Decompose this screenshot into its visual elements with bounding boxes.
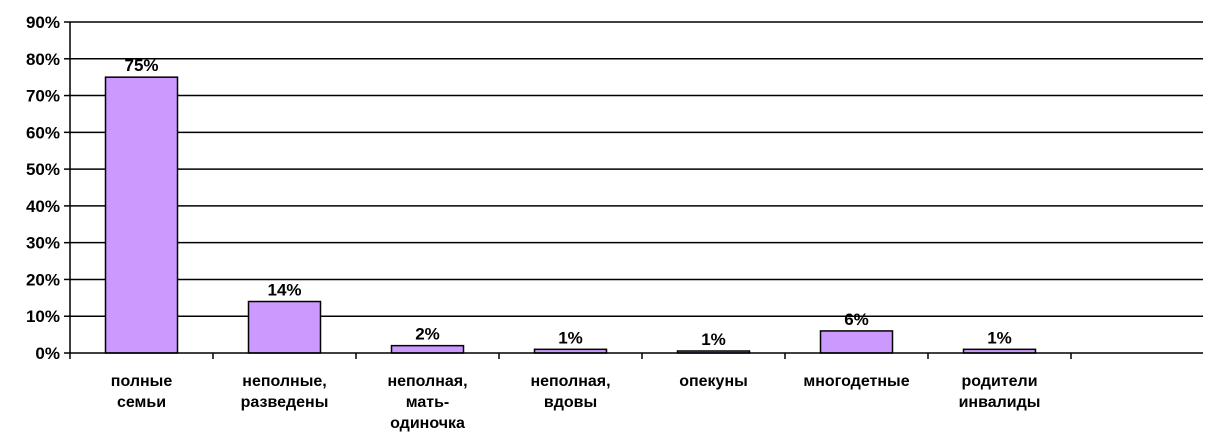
data-label-4: 1% [701, 330, 726, 349]
x-tick-label-3: неполная, вдовы [530, 373, 610, 411]
gridlines [70, 21, 1203, 317]
y-tick-labels: 0% 10% 20% 30% 40% 50% 60% 70% 80% 90% [26, 13, 60, 363]
data-label-5: 6% [844, 310, 869, 329]
data-label-6: 1% [987, 328, 1012, 347]
y-tick-label-5: 50% [26, 160, 60, 179]
x-tick-label-5: многодетные [803, 373, 909, 390]
data-label-1: 14% [267, 281, 301, 300]
x-tick-label-4: опекуны [679, 373, 748, 390]
x-tick-label-2: неполная, мать-одиночка [387, 373, 467, 432]
y-tick-label-0: 0% [35, 344, 60, 363]
y-tick-label-2: 20% [26, 270, 60, 289]
y-tick-label-9: 90% [26, 13, 60, 32]
x-tick-label-6: родители инвалиды [959, 373, 1041, 411]
x-tick-label-1: неполные, разведены [241, 373, 329, 411]
x-tick-label-0: полные семьи [111, 373, 173, 411]
bar-0 [104, 76, 179, 354]
data-label-3: 1% [558, 328, 583, 347]
data-label-0: 75% [124, 56, 158, 75]
y-tick-label-3: 30% [26, 234, 60, 253]
bars [104, 76, 1037, 354]
axes [64, 21, 1203, 359]
y-tick-label-7: 70% [26, 87, 60, 106]
y-tick-label-1: 10% [26, 307, 60, 326]
data-label-2: 2% [415, 325, 440, 344]
bar-2 [390, 344, 465, 354]
bar-5 [819, 330, 894, 354]
bar-1 [247, 300, 322, 354]
y-tick-label-8: 80% [26, 50, 60, 69]
x-tick-labels: полные семьи неполные, разведены неполная, ма… [111, 373, 1041, 432]
data-labels: 75% 14% 2% 1% 1% 6% 1% [124, 56, 1011, 349]
y-tick-label-4: 40% [26, 197, 60, 216]
y-tick-label-6: 60% [26, 123, 60, 142]
